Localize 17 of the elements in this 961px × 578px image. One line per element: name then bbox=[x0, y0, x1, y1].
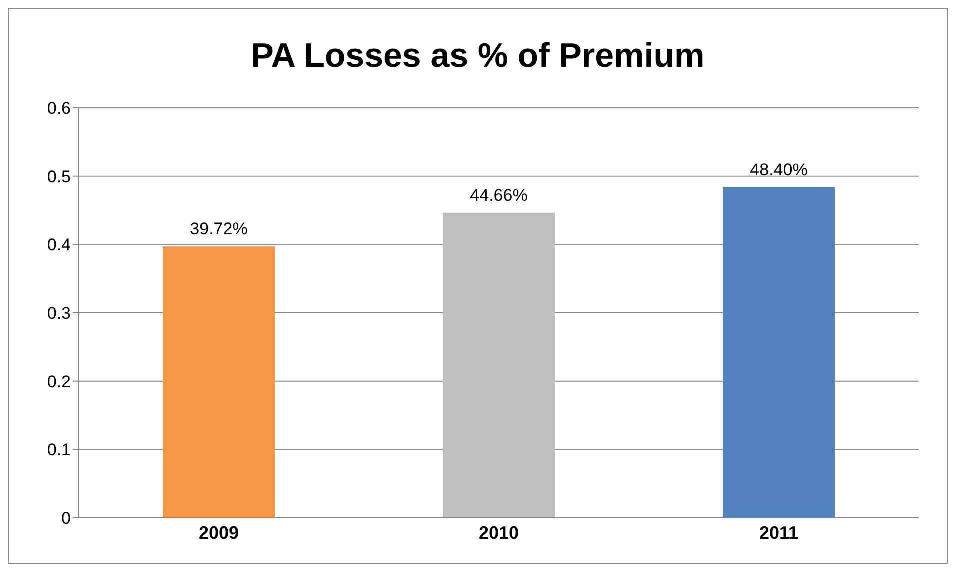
y-tick-label: 0.3 bbox=[47, 304, 71, 324]
bar bbox=[723, 187, 835, 518]
y-tick-label: 0.4 bbox=[47, 236, 71, 255]
data-label: 39.72% bbox=[190, 220, 248, 239]
y-tick-label: 0.1 bbox=[47, 440, 71, 460]
y-tick-label: 0 bbox=[62, 509, 71, 528]
x-tick-label: 2009 bbox=[198, 522, 240, 543]
y-tick-label: 0.2 bbox=[47, 372, 71, 392]
y-tick-label: 0.5 bbox=[47, 167, 71, 186]
x-tick-label: 2011 bbox=[759, 522, 799, 543]
y-tick-label: 0.6 bbox=[47, 99, 71, 118]
x-tick-label: 2010 bbox=[478, 522, 520, 543]
data-label: 48.40% bbox=[750, 160, 808, 180]
bar bbox=[163, 246, 275, 518]
chart-title: PA Losses as % of Premium bbox=[250, 36, 706, 77]
data-label: 44.66% bbox=[470, 186, 528, 205]
bar bbox=[443, 212, 555, 518]
